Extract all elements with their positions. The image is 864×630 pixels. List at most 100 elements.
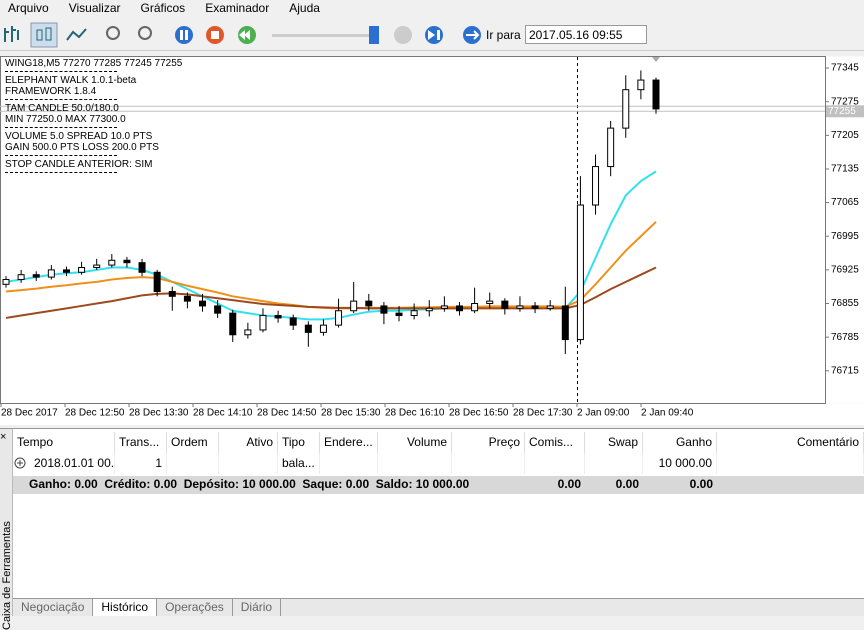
candle-body (607, 127, 615, 168)
info-line: TAM CANDLE 50.0/180.0 (5, 103, 119, 114)
tab[interactable]: Diário (233, 599, 282, 616)
candle-body (576, 204, 584, 341)
candle-body (531, 305, 539, 309)
table-cell: 10 000.00 (643, 453, 717, 474)
candle-body (410, 310, 418, 317)
column-header[interactable]: Ativo (219, 432, 278, 453)
tabs: Negociação Histórico Operações Diário (13, 598, 864, 616)
column-header[interactable]: Tempo (13, 432, 115, 453)
candle-body (244, 329, 252, 336)
candle-body (214, 305, 222, 314)
table-cell: bala... (278, 453, 320, 474)
x-tick-label: 28 Dec 14:10 (193, 408, 253, 419)
candle-body (471, 303, 479, 312)
candle-body (546, 305, 554, 309)
menu-item[interactable]: Arquivo (8, 1, 49, 15)
menu-item[interactable]: Examinador (205, 1, 270, 15)
candle-body (153, 271, 161, 293)
candle-body (259, 315, 267, 331)
candle-body (47, 269, 55, 278)
tab[interactable]: Negociação (13, 599, 94, 616)
x-tick-label: 28 Dec 17:30 (513, 408, 573, 419)
y-tick-label: 77065 (831, 197, 859, 208)
table-cell (320, 453, 378, 474)
candle-body (440, 305, 448, 309)
candle-body (652, 79, 660, 110)
table-cell (452, 453, 525, 474)
y-tick-label: 77135 (831, 164, 859, 175)
table-cell (219, 453, 278, 474)
column-header[interactable]: Comentário (717, 432, 864, 453)
x-tick-label: 28 Dec 13:30 (129, 408, 189, 419)
x-tick-label: 2 Jan 09:40 (641, 408, 694, 419)
column-header[interactable]: Volume (378, 432, 452, 453)
table-cell (167, 453, 219, 474)
time-axis (0, 404, 864, 425)
x-tick-label: 28 Dec 15:30 (321, 408, 381, 419)
candle-body (486, 300, 494, 305)
y-tick-label: 77275 (831, 96, 859, 107)
toolbar: Ir para 2017.05.16 09:55 (0, 20, 864, 51)
info-line: GAIN 500.0 PTS LOSS 200.0 PTS (5, 142, 159, 153)
candle-body (199, 300, 207, 307)
y-tick-label: 77345 (831, 63, 859, 74)
tab[interactable]: Operações (157, 599, 233, 616)
column-header[interactable]: Preço (452, 432, 525, 453)
candle-body (516, 305, 524, 309)
chart-info: WING18,M5 77270 77285 77245 77255 ELEPHAN… (5, 58, 182, 176)
column-header[interactable]: Ordem (167, 432, 219, 453)
candle-body (335, 310, 343, 326)
menu-item[interactable]: Gráficos (140, 1, 186, 15)
goto-date-text: 2017.05.16 09:55 (529, 28, 623, 42)
column-header[interactable]: Swap (585, 432, 643, 453)
candle-body (365, 300, 373, 307)
candle-body (2, 278, 10, 285)
info-separator (5, 71, 117, 72)
x-tick-label: 28 Dec 14:50 (257, 408, 317, 419)
candle-body (108, 259, 116, 266)
info-line: VOLUME 5.0 SPREAD 10.0 PTS (5, 131, 153, 142)
menu-item[interactable]: Visualizar (68, 1, 121, 15)
column-header[interactable]: Trans... (115, 432, 167, 453)
tab[interactable]: Histórico (93, 599, 158, 616)
close-icon[interactable]: × (0, 431, 7, 443)
candle-body (17, 274, 25, 280)
candle-body (380, 305, 388, 314)
y-tick-label: 76855 (831, 298, 859, 309)
last-price-label: 77255 (828, 106, 856, 117)
column-header[interactable]: Tipo (278, 432, 320, 453)
column-header[interactable]: Endere... (320, 432, 378, 453)
toolbar-icons (4, 22, 443, 48)
summary-cell: 0.00 (557, 477, 581, 491)
table-cell: 2018.01.01 00... (30, 453, 115, 474)
y-tick-label: 76715 (831, 365, 859, 376)
plot-area (0, 56, 826, 404)
candle-body (183, 295, 191, 302)
menu-bar: Arquivo Visualizar Gráficos Examinador Ajuda (8, 1, 340, 15)
row-icon[interactable] (13, 453, 27, 474)
info-line: WING18,M5 77270 77285 77245 77255 (5, 58, 183, 69)
candle-body (455, 305, 463, 312)
goto-icon[interactable] (460, 25, 484, 45)
summary-text: Ganho: 0.00 Crédito: 0.00 Depósito: 10 0… (29, 477, 470, 491)
menu-item[interactable]: Ajuda (289, 1, 320, 15)
candle-body (350, 300, 358, 312)
candle-body (123, 259, 131, 264)
chart: 77345 77275 77205 77135 77065 76995 76925 76855… (0, 56, 864, 425)
candle-body (289, 317, 297, 326)
x-tick-label: 28 Dec 16:10 (385, 408, 445, 419)
candle-body (304, 324, 312, 333)
summary-cell: 0.00 (689, 477, 713, 491)
goto-label: Ir para (486, 28, 521, 42)
candle-body (561, 305, 569, 341)
column-header[interactable]: Ganho (643, 432, 717, 453)
candle-body (138, 262, 146, 273)
column-header[interactable]: Comis... (525, 432, 585, 453)
table-cell: 1 (115, 453, 167, 474)
candle-body (229, 312, 237, 336)
goto-date[interactable]: 2017.05.16 09:55 (525, 25, 647, 44)
candle-body (32, 274, 40, 278)
summary-cell: 0.00 (615, 477, 639, 491)
candle-body (93, 264, 101, 268)
